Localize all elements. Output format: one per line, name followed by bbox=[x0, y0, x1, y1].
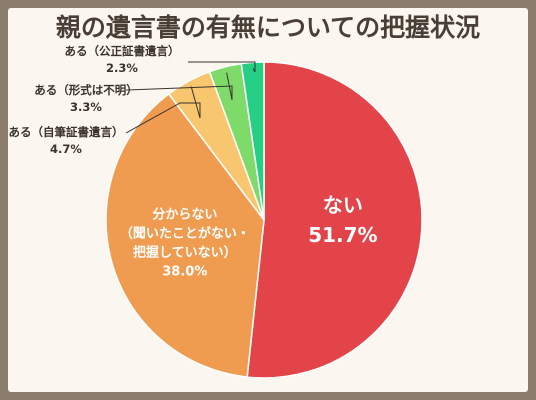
slice-label-2: ある（自筆証書遺言） bbox=[9, 125, 124, 139]
slice-value-2: 4.7% bbox=[50, 142, 82, 156]
slice-label-0: ない bbox=[323, 193, 363, 217]
leader-line-4 bbox=[188, 61, 256, 73]
leader-line-2 bbox=[125, 86, 201, 134]
slice-value-0: 51.7% bbox=[308, 223, 377, 247]
slice-label-3: ある（形式は不明） bbox=[34, 83, 138, 97]
chart-title: 親の遺言書の有無についての把握状況 bbox=[55, 13, 481, 42]
slice-label-1-line: 分からない bbox=[152, 206, 217, 222]
pie-slice-0 bbox=[246, 61, 423, 379]
leader-line-3 bbox=[125, 72, 233, 101]
slice-label-4: ある（公正証書遺言） bbox=[65, 44, 180, 58]
slice-label-1-line: 把握していない） bbox=[133, 244, 237, 260]
slice-value-3: 3.3% bbox=[70, 100, 102, 114]
slice-value-1: 38.0% bbox=[162, 264, 207, 279]
slice-value-4: 2.3% bbox=[106, 61, 138, 75]
slice-label-1-line: （聞いたことがない・ bbox=[120, 225, 250, 241]
pie-slice-1 bbox=[105, 92, 265, 378]
